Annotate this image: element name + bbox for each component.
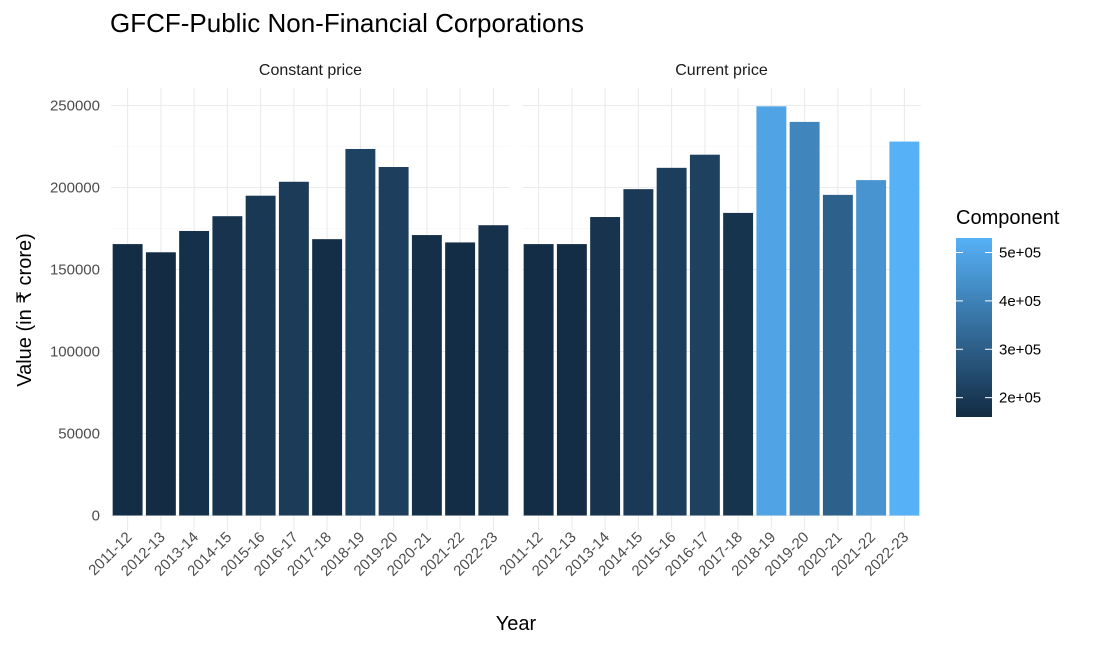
bar-2015-16 bbox=[656, 167, 687, 516]
y-tick-label: 150000 bbox=[50, 262, 100, 279]
y-axis-title: Value (in ₹ crore) bbox=[14, 233, 36, 387]
bar-2013-14 bbox=[179, 230, 210, 516]
y-tick-label: 0 bbox=[92, 508, 100, 525]
bar-2015-16 bbox=[245, 195, 276, 516]
bar-2018-19 bbox=[756, 106, 787, 516]
facet-panel-1: Current price2011-122012-132013-142014-1… bbox=[496, 62, 921, 580]
bar-2021-22 bbox=[856, 180, 887, 516]
bar-2021-22 bbox=[445, 242, 476, 516]
y-axis: 0 50000 100000 150000 200000 250000 bbox=[50, 98, 100, 525]
bar-2014-15 bbox=[212, 216, 243, 516]
bar-2011-12 bbox=[112, 244, 143, 516]
bar-2016-17 bbox=[689, 154, 720, 516]
bar-2012-13 bbox=[145, 252, 176, 516]
bar-2022-23 bbox=[889, 141, 920, 516]
legend-tick-label: 5e+05 bbox=[999, 245, 1041, 262]
legend-tick-label: 3e+05 bbox=[999, 341, 1041, 358]
bar-2018-19 bbox=[345, 148, 376, 516]
bar-2013-14 bbox=[590, 217, 621, 516]
facet-strip-label: Current price bbox=[675, 62, 768, 79]
legend-tick-label: 4e+05 bbox=[999, 293, 1041, 310]
bar-2012-13 bbox=[556, 244, 587, 516]
bar-2014-15 bbox=[623, 189, 654, 516]
bar-2017-18 bbox=[312, 239, 343, 516]
bar-2020-21 bbox=[411, 235, 442, 516]
legend-colorbar bbox=[956, 238, 992, 417]
bar-2011-12 bbox=[523, 244, 554, 516]
facet-strip-label: Constant price bbox=[259, 62, 362, 79]
bar-2019-20 bbox=[789, 121, 820, 516]
facet-panel-0: Constant price2011-122012-132013-142014-… bbox=[85, 62, 510, 580]
y-tick-label: 50000 bbox=[58, 426, 100, 443]
bar-2017-18 bbox=[723, 212, 754, 516]
y-tick-label: 250000 bbox=[50, 98, 100, 115]
y-tick-label: 200000 bbox=[50, 180, 100, 197]
x-axis-title: Year bbox=[496, 613, 537, 635]
legend-tick-label: 2e+05 bbox=[999, 390, 1041, 407]
bar-2019-20 bbox=[378, 167, 409, 516]
bar-2022-23 bbox=[478, 225, 509, 516]
chart-title: GFCF-Public Non-Financial Corporations bbox=[110, 8, 584, 38]
legend: Component 2e+05 3e+05 4e+05 5e+05 bbox=[956, 207, 1060, 417]
bar-2020-21 bbox=[822, 194, 853, 516]
y-tick-label: 100000 bbox=[50, 344, 100, 361]
bar-2016-17 bbox=[278, 181, 309, 516]
facet-panels: Constant price2011-122012-132013-142014-… bbox=[85, 62, 921, 580]
legend-title: Component bbox=[956, 207, 1060, 229]
